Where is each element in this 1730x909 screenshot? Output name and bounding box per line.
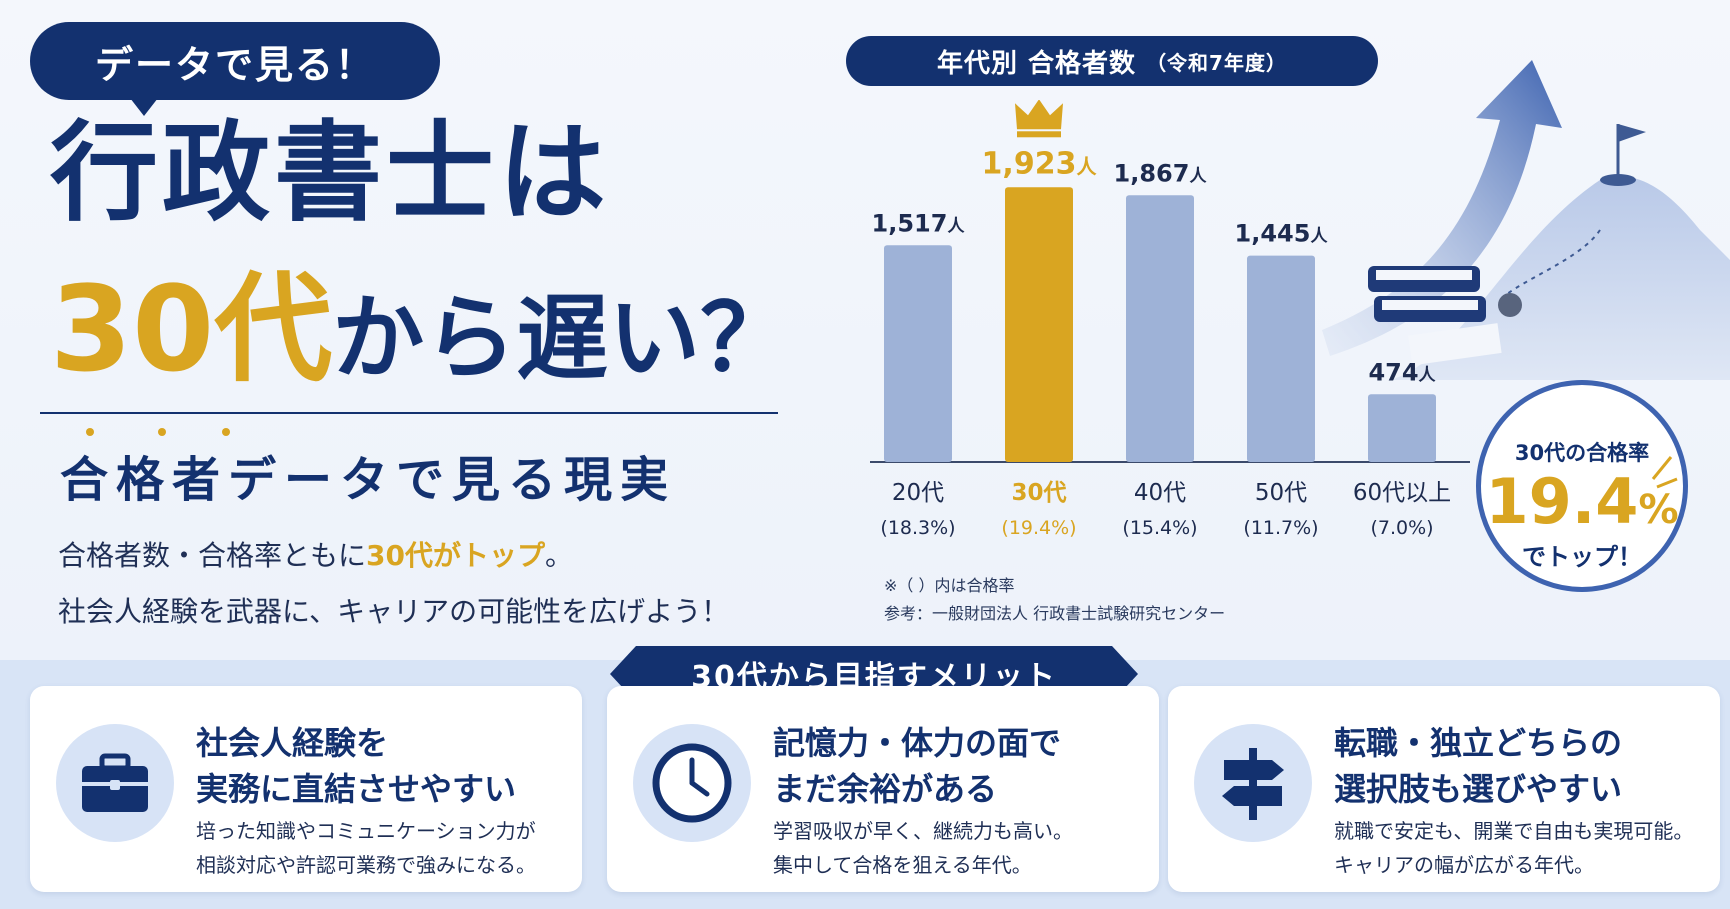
merit-title-line1: 記憶力・体力の面で [773,724,1062,762]
merit-text-line1: 培った知識やコミュニケーション力が [196,819,536,843]
bar-2 [1126,195,1194,462]
value-unit: 人 [1076,154,1097,178]
crown-icon [1015,100,1063,130]
briefcase-icon [82,753,148,812]
books-icon [1368,266,1486,322]
merit-text: 就職で安定も、開業で自由も実現可能。 キャリアの幅が広がる年代。 [1334,814,1693,882]
merit-icon-circle [1194,724,1312,842]
emphasis-dot [158,428,166,436]
merit-title: 記憶力・体力の面で まだ余裕がある [773,720,1061,812]
title-line1: 行政書士は [50,111,611,236]
value-label-3: 1,445人 [1235,220,1329,248]
badge-value: 19.4% [1481,471,1683,533]
merit-icon-circle [56,724,174,842]
merit-text-line1: 就職で安定も、開業で自由も実現可能。 [1334,819,1694,843]
desc-text: 。 [544,539,573,572]
desc-highlight: 30代がトップ [366,539,545,572]
tag-bubble: データで見る！ [30,22,440,100]
value-unit: 人 [1189,166,1207,186]
title-line2: 30代から遅い？ [50,270,792,388]
merit-icon-circle [633,724,751,842]
arrow-icon [1322,60,1562,356]
value-unit: 人 [1419,365,1437,385]
top-background [0,0,1730,660]
title-rest: から遅い？ [332,285,793,392]
desc-text: 合格者数・合格率ともに [58,539,367,572]
value-label-0: 1,517人 [872,209,966,237]
bar-chart: 1,517人 20代 (18.3%) 1,923人 30代 (19.4%) 1,867人 40… [870,100,1470,539]
merit-card-2: 記憶力・体力の面で まだ余裕がある 学習吸収が早く、継続力も高い。 集中して合格を狙… [607,686,1159,892]
chart-title: 年代別 合格者数 （令和7年度） [846,36,1378,86]
badge-unit: % [1638,487,1679,533]
value-unit: 人 [947,216,965,236]
crown-base [1017,131,1061,138]
tag-text: データで見る！ [94,42,375,87]
divider [40,412,778,414]
badge-number: 19.4 [1485,465,1639,538]
value-label-1: 1,923人 [982,146,1098,181]
pass-rate-badge: 30代の合格率 19.4% でトップ！ [1476,380,1688,592]
description-line1: 合格者数・合格率ともに30代がトップ。 [58,534,573,574]
category-label-1: 30代 [1011,480,1066,506]
merit-card-3: 転職・独立どちらの 選択肢も選びやすい 就職で安定も、開業で自由も実現可能。 キャリ… [1168,686,1720,892]
description-line2: 社会人経験を武器に、キャリアの可能性を広げよう！ [58,595,730,628]
value-unit: 人 [1310,227,1328,247]
merit-title: 社会人経験を実務に直結させやすい [196,720,516,812]
emphasis-dot [86,428,94,436]
merit-title-line1: 転職・独立どちらの [1334,724,1623,762]
pass-rate-label-3: (11.7%) [1243,517,1318,539]
chart-source: 参考：一般財団法人 行政書士試験研究センター [884,604,1226,623]
title-highlight: 30代 [50,260,333,398]
subtitle: 合格者データで見る現実 [60,452,677,508]
chart-title-year: （令和7年度） [1146,50,1287,75]
sparkle-icon [1651,456,1678,489]
clock-icon [652,743,732,823]
growth-illustration [1322,60,1730,380]
merit-text-line2: 集中して合格を狙える年代。 [773,853,1032,877]
tag-bubble-tail [130,98,158,116]
pass-rate-label-1: (19.4%) [1001,517,1076,539]
merit-title: 転職・独立どちらの 選択肢も選びやすい [1334,720,1622,812]
pass-rate-label-4: (7.0%) [1370,517,1433,539]
merit-title-line2: 選択肢も選びやすい [1334,770,1623,808]
pass-rate-label-0: (18.3%) [880,517,955,539]
value-label-2: 1,867人 [1114,159,1208,187]
bar-0 [884,245,952,462]
bar-1 [1005,187,1073,462]
bar-3 [1247,255,1315,462]
merit-title-line1: 社会人経験を [196,724,389,762]
category-label-2: 40代 [1134,480,1186,506]
chart-title-text: 年代別 合格者数 [937,48,1137,79]
emphasis-dot [222,428,230,436]
merit-text: 培った知識やコミュニケーション力が 相談対応や許認可業務で強みになる。 [196,814,536,882]
pass-rate-label-2: (15.4%) [1122,517,1197,539]
merit-text: 学習吸収が早く、継続力も高い。 集中して合格を狙える年代。 [773,814,1073,882]
merit-text-line1: 学習吸収が早く、継続力も高い。 [773,819,1073,843]
merit-title-line2: 実務に直結させやすい [196,770,517,808]
badge-label: 30代の合格率 [1514,441,1650,465]
badge-caption: でトップ！ [1522,543,1642,571]
merit-card-1: 社会人経験を実務に直結させやすい 培った知識やコミュニケーション力が 相談対応や許… [30,686,582,892]
merit-text-line2: キャリアの幅が広がる年代。 [1334,853,1594,877]
signpost-icon [1222,748,1284,820]
category-label-0: 20代 [892,480,944,506]
value-label-4: 474人 [1368,358,1436,386]
merit-text-line2: 相談対応や許認可業務で強みになる。 [196,853,536,877]
bar-4 [1368,394,1436,462]
chart-note: ※（ ）内は合格率 [884,576,1015,595]
category-label-3: 50代 [1255,480,1307,506]
merit-title-line2: まだ余裕がある [773,770,998,808]
category-label-4: 60代以上 [1353,480,1451,506]
